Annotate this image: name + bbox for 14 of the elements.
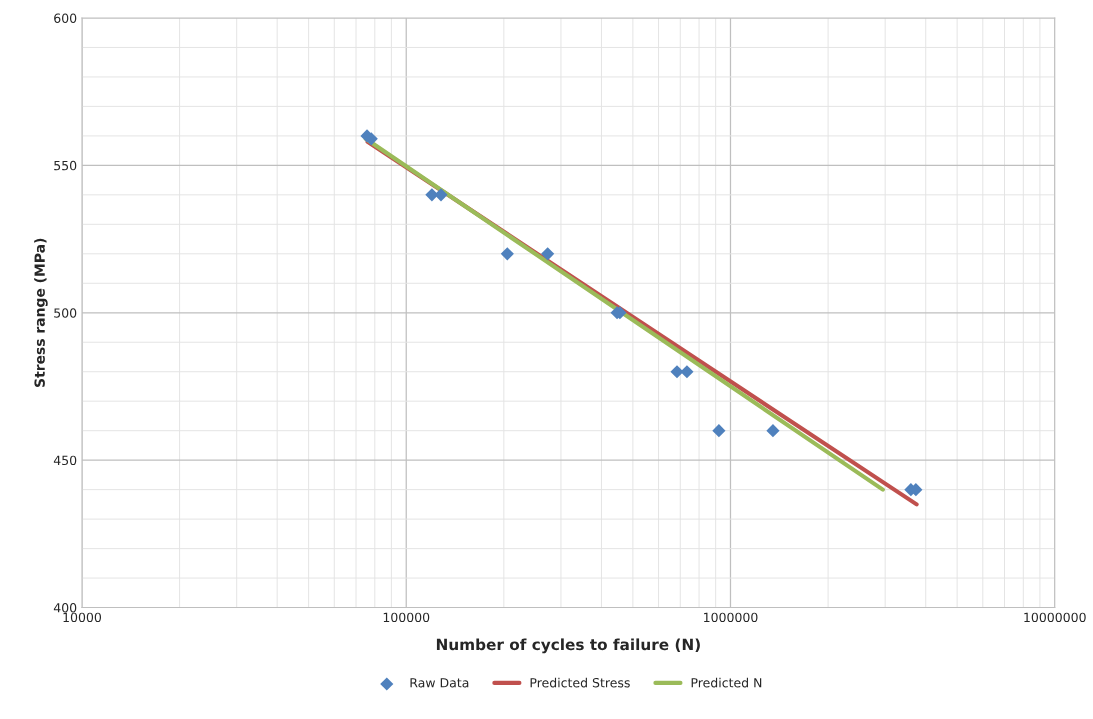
x-tick-label: 100000 bbox=[383, 612, 430, 623]
legend-label: Raw Data bbox=[410, 678, 469, 688]
x-tick-label: 10000000 bbox=[1024, 612, 1086, 623]
y-axis-title: Stress range (MPa) bbox=[34, 238, 48, 387]
y-tick-label: 550 bbox=[54, 160, 77, 171]
x-tick-label: 1000000 bbox=[704, 612, 758, 623]
y-tick-label: 500 bbox=[54, 308, 77, 318]
y-tick-label: 600 bbox=[54, 13, 77, 23]
x-axis-title: Number of cycles to failure (N) bbox=[436, 638, 700, 654]
x-tick-label: 10000 bbox=[63, 612, 102, 623]
legend-label: Predicted N bbox=[691, 677, 762, 688]
y-tick-label: 450 bbox=[53, 455, 77, 466]
legend-label: Predicted Stress bbox=[530, 677, 630, 688]
y-tick-label: 400 bbox=[53, 603, 77, 613]
